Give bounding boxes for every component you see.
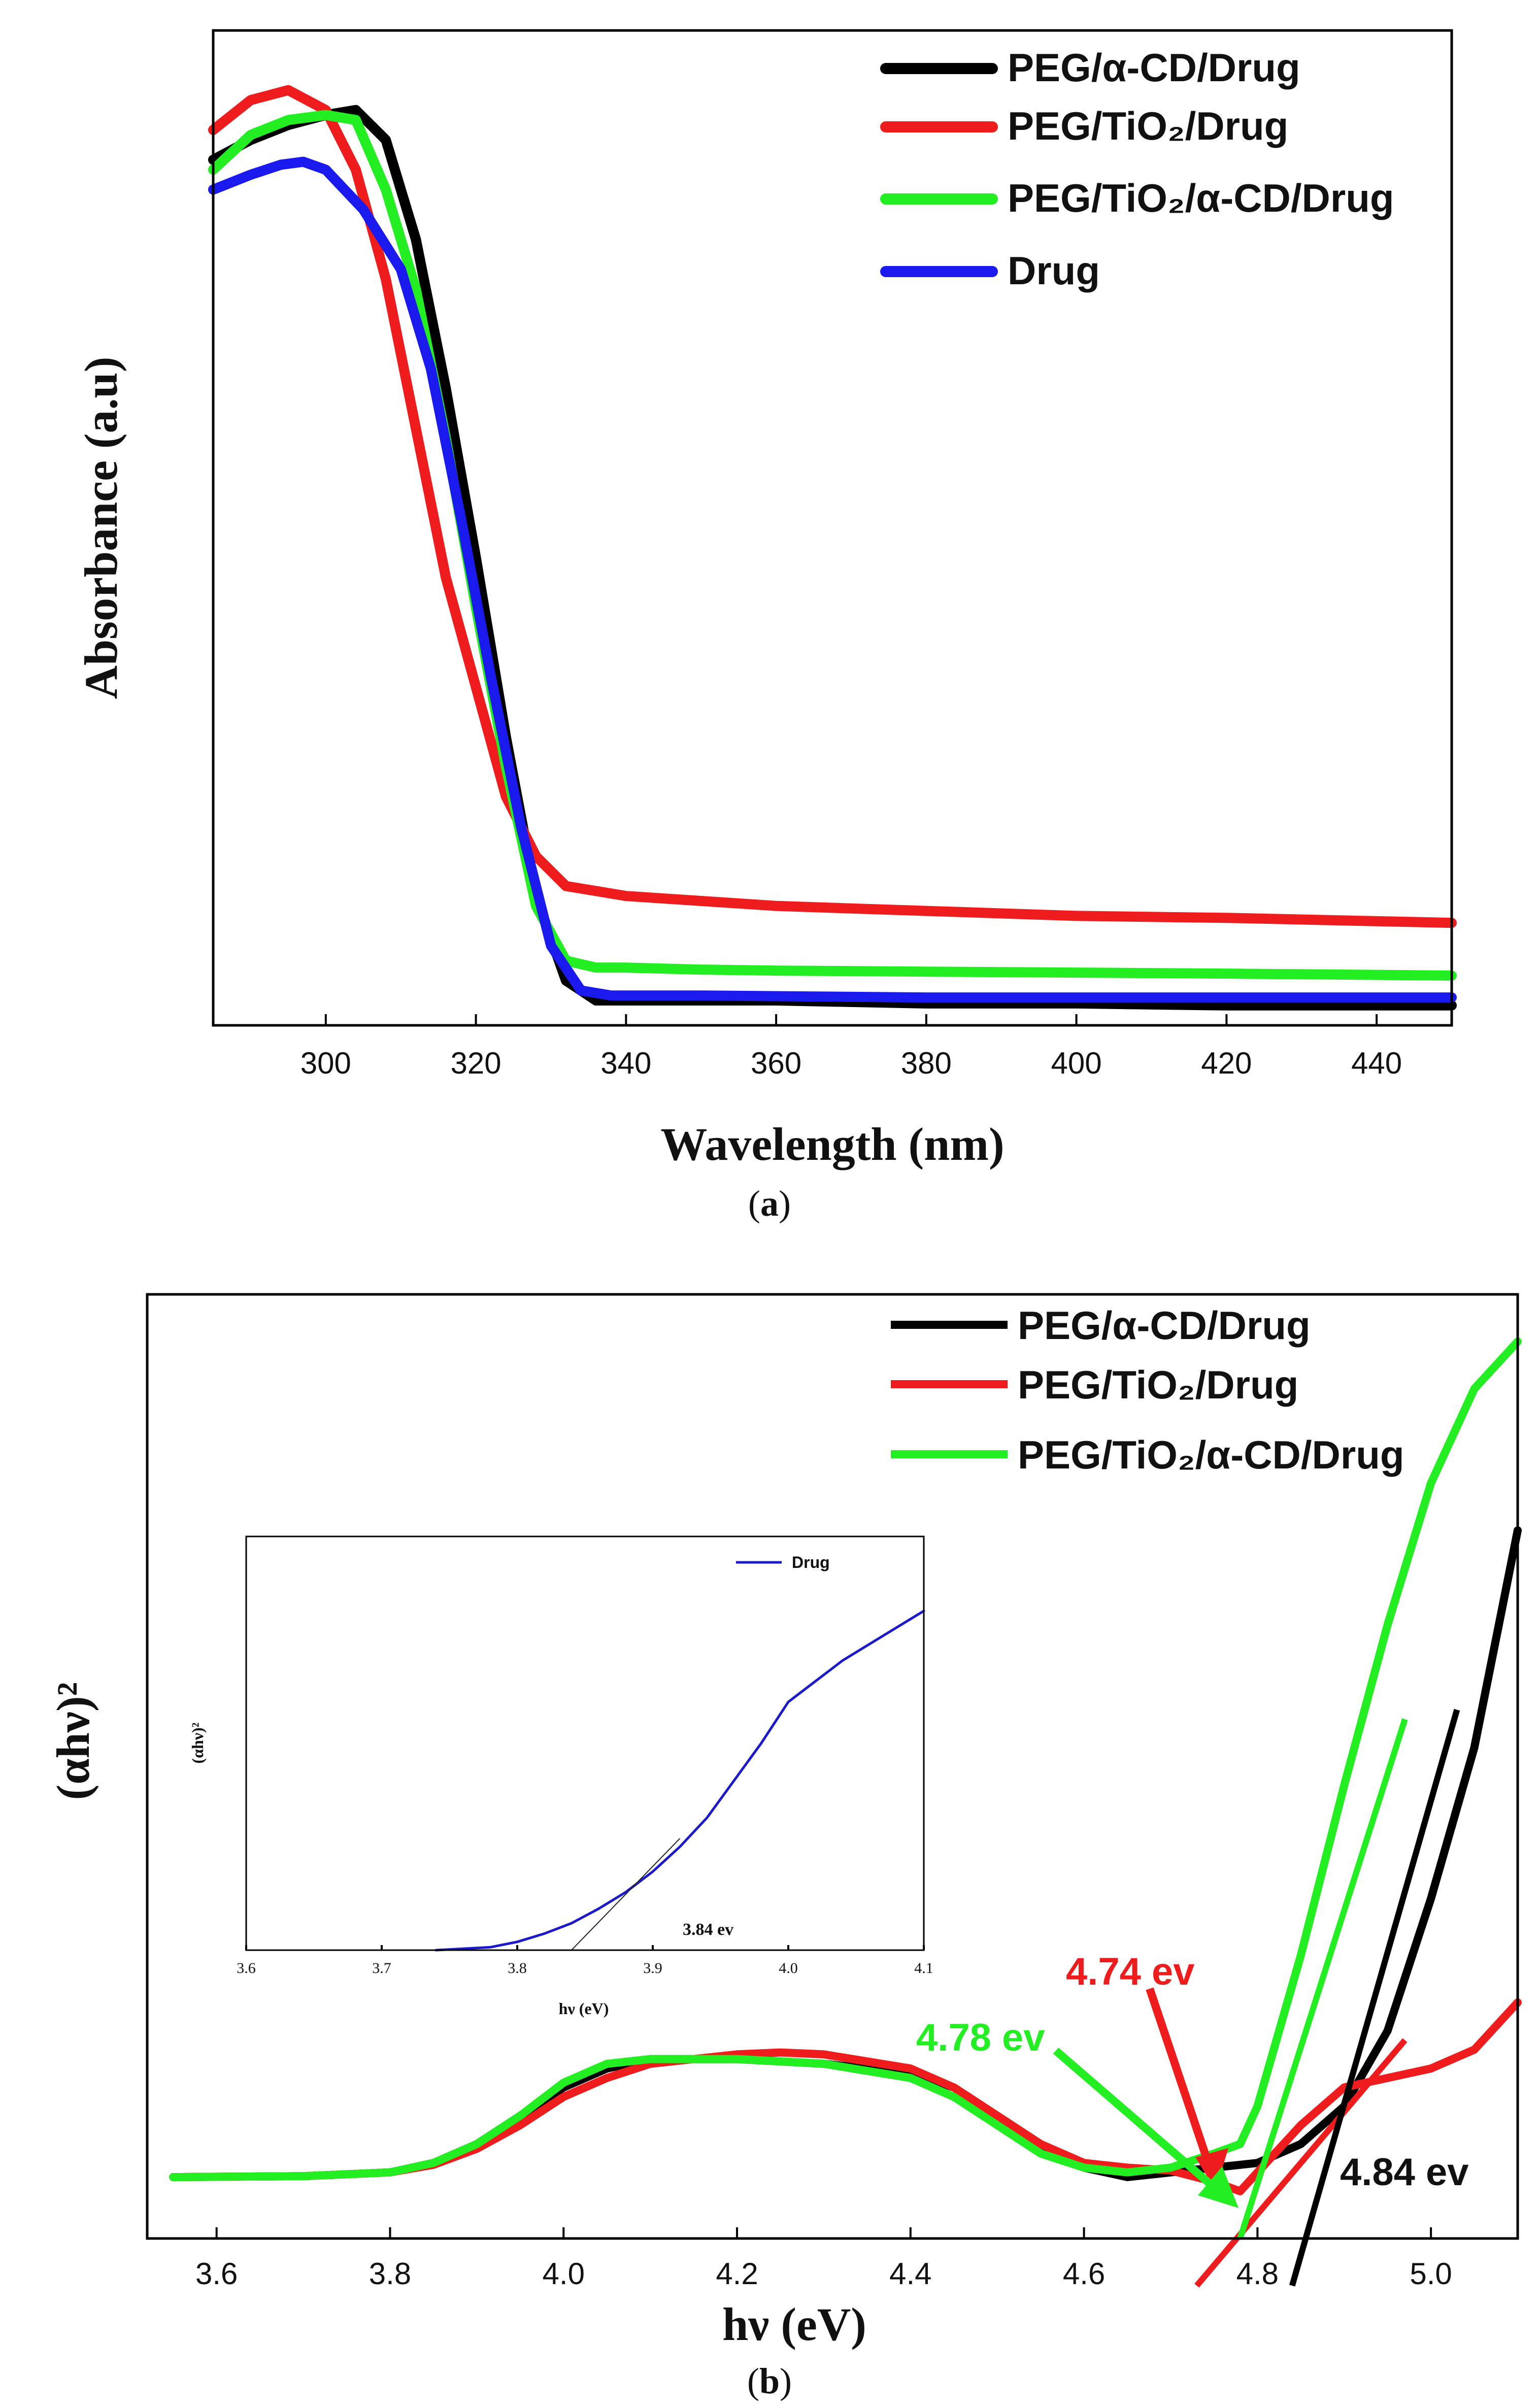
legend-label-peg-acd-drug: PEG/α-CD/Drug <box>1008 45 1300 90</box>
panel-b-caption: (b) <box>747 2361 792 2401</box>
panel-a: 300 320 340 360 380 400 420 440 PEG/α-CD/Drug P… <box>75 29 1457 1224</box>
panel-a-caption-letter: a <box>760 1183 779 1224</box>
panel-a-x-tick-label: 300 <box>300 1046 351 1080</box>
panel-b-x-ticks: 3.6 3.8 4.0 4.2 4.4 4.6 4.8 5.0 <box>195 2227 1452 2291</box>
legend-label-b-peg-acd-drug: PEG/α-CD/Drug <box>1018 1303 1311 1348</box>
inset-series-drug <box>434 1610 925 1952</box>
panel-a-series-drug <box>208 156 1457 1003</box>
panel-b-series-peg-tio-drug <box>169 1998 1522 2195</box>
panel-b: 3.6 3.8 4.0 4.2 4.4 4.6 4.8 5.0 4.74 ev 4.78 ev… <box>47 1293 1522 2401</box>
panel-b-x-tick-label: 4.6 <box>1063 2257 1105 2291</box>
arrow-4-78 <box>1053 2047 1234 2205</box>
panel-a-series-peg-tio-cd-drug <box>208 110 1457 981</box>
panel-b-x-tick-label: 4.8 <box>1236 2257 1279 2291</box>
panel-a-caption: (a) <box>748 1183 791 1224</box>
inset-legend-label-drug: Drug <box>792 1553 830 1571</box>
inset-x-tick-label: 3.7 <box>372 1960 391 1977</box>
panel-b-arrows <box>1053 1987 1239 2208</box>
panel-a-x-tick-label: 420 <box>1201 1046 1252 1080</box>
inset-background <box>246 1536 924 1950</box>
panel-b-x-tick-label: 4.0 <box>543 2257 585 2291</box>
inset-x-ticks: 3.6 3.7 3.8 3.9 4.0 4.1 <box>237 1945 933 1977</box>
panel-a-legend: PEG/α-CD/Drug PEG/TiO₂/Drug PEG/TiO₂/α-C… <box>880 45 1394 293</box>
panel-b-plot-frame <box>146 1293 1519 2240</box>
panel-a-x-tick-label: 340 <box>600 1046 651 1080</box>
panel-a-plot-frame <box>212 29 1453 1027</box>
tangent-line-0 <box>1194 2038 1408 2288</box>
annotation-4-78: 4.78 ev <box>916 2016 1045 2059</box>
annotation-4-84: 4.84 ev <box>1340 2151 1469 2194</box>
inset-x-tick-label: 3.8 <box>508 1960 527 1977</box>
panel-a-x-tick-label: 380 <box>901 1046 952 1080</box>
panel-b-x-tick-label: 5.0 <box>1410 2257 1452 2291</box>
panel-a-x-tick-label: 360 <box>751 1046 801 1080</box>
inset-annotation-3-84: 3.84 ev <box>683 1920 733 1939</box>
panel-b-x-tick-label: 4.2 <box>716 2257 758 2291</box>
inset-tangent-line <box>571 1838 681 1951</box>
panel-a-x-tick-label: 320 <box>451 1046 501 1080</box>
inset-x-tick-label: 4.0 <box>779 1960 798 1977</box>
inset-chart: 3.6 3.7 3.8 3.9 4.0 4.1 Drug 3.84 ev hν (eV) … <box>188 1535 933 2018</box>
legend-label-peg-tio2-acd-drug: PEG/TiO₂/α-CD/Drug <box>1008 176 1394 220</box>
legend-label-peg-tio2-drug: PEG/TiO₂/Drug <box>1008 104 1288 148</box>
legend-label-drug: Drug <box>1008 248 1100 293</box>
inset-x-axis-label: hν (eV) <box>559 1999 609 2018</box>
panel-b-x-axis-label: hν (eV) <box>722 2298 866 2350</box>
panel-a-x-ticks: 300 320 340 360 380 400 420 440 <box>300 1014 1402 1080</box>
inset-x-tick-label: 3.6 <box>237 1960 256 1977</box>
tangent-line-1 <box>1237 1718 1408 2239</box>
panel-b-caption-letter: b <box>759 2361 780 2401</box>
inset-plot-frame <box>245 1535 925 1951</box>
panel-b-y-axis-label: (αhν)² <box>47 1682 99 1800</box>
panel-a-x-tick-label: 400 <box>1051 1046 1102 1080</box>
arrow-4-74 <box>1146 1987 1220 2187</box>
panel-b-tangent-lines <box>1194 1709 1460 2288</box>
panel-b-series <box>169 1337 1522 2195</box>
panel-b-x-tick-label: 3.8 <box>369 2257 411 2291</box>
panel-b-x-tick-label: 4.4 <box>889 2257 931 2291</box>
legend-label-b-peg-tio2-drug: PEG/TiO₂/Drug <box>1018 1362 1298 1407</box>
panel-a-series <box>208 85 1457 1011</box>
annotation-4-74: 4.74 ev <box>1066 1950 1195 1993</box>
arrow-head-4-74 <box>1195 2148 1228 2190</box>
inset-x-tick-label: 4.1 <box>914 1960 933 1977</box>
panel-b-x-tick-label: 3.6 <box>195 2257 238 2291</box>
arrow-head-4-78 <box>1198 2166 1239 2208</box>
tangent-line-2 <box>1289 1709 1460 2287</box>
inset-series <box>434 1610 925 1952</box>
panel-a-x-axis-label: Wavelength (nm) <box>660 1118 1004 1170</box>
panel-b-legend: PEG/α-CD/Drug PEG/TiO₂/Drug PEG/TiO₂/α-C… <box>891 1303 1404 1477</box>
inset-x-tick-label: 3.9 <box>643 1960 662 1977</box>
panel-a-y-axis-label: Absorbance (a.u) <box>75 357 127 699</box>
inset-y-axis-label: (αhν)² <box>188 1723 207 1764</box>
panel-a-x-tick-label: 440 <box>1351 1046 1402 1080</box>
legend-label-b-peg-tio2-acd-drug: PEG/TiO₂/α-CD/Drug <box>1018 1432 1404 1477</box>
panel-b-series-peg-tio-cd-drug <box>169 1337 1522 2182</box>
